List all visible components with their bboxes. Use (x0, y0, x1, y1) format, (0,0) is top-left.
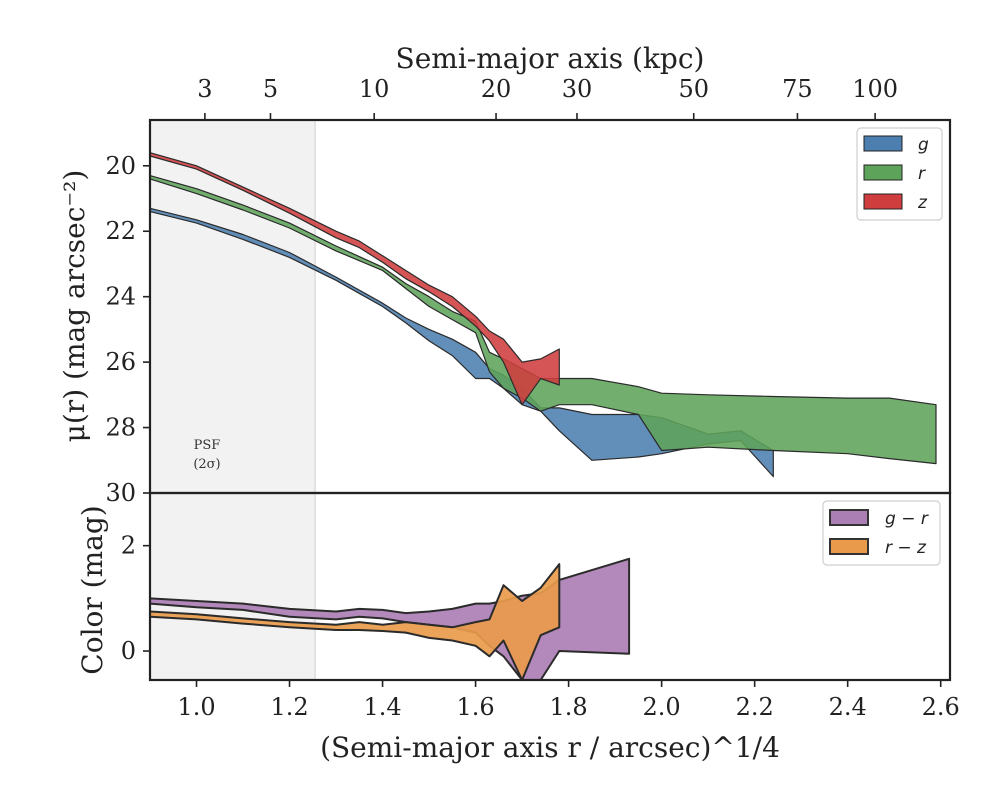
bottom-axis-label: (Semi-major axis r / arcsec)^1/4 (320, 731, 780, 764)
band-z (149, 152, 560, 406)
legend-g-r-label: g − r (885, 509, 929, 529)
top-tick-label: 5 (263, 75, 278, 103)
top-axis-label: Semi-major axis (kpc) (396, 42, 705, 75)
bottom-panel-y-ticks: 02 (121, 532, 150, 665)
top-tick-label: 20 (481, 75, 512, 103)
x-tick-label: 2.6 (922, 693, 960, 721)
psf-region-bottom (150, 493, 316, 680)
y-tick-label: 2 (121, 532, 136, 560)
top-tick-label: 30 (562, 75, 593, 103)
bottom-panel-frame (148, 491, 952, 682)
legend-r-z-label: r − z (885, 538, 927, 558)
legend-z-swatch (863, 193, 903, 210)
top-tick-label: 3 (197, 75, 212, 103)
x-tick-label: 1.8 (550, 693, 588, 721)
y-tick-label: 24 (105, 283, 136, 311)
legend-z-label: z (917, 193, 928, 213)
x-tick-label: 2.4 (829, 693, 867, 721)
legend-top: g r z (856, 127, 943, 221)
color-bands (149, 557, 631, 681)
y-tick-label: 30 (105, 479, 136, 507)
legend-g-r-swatch (829, 509, 869, 526)
x-tick-label: 1.4 (363, 693, 401, 721)
legend-r-swatch (863, 164, 903, 181)
bottom-y-axis-label: Color (mag) (76, 505, 109, 674)
y-tick-label: 26 (105, 348, 136, 376)
top-tick-label: 50 (678, 75, 709, 103)
top-axis-ticks: 3 5 10 20 30 50 75 100 (197, 75, 898, 120)
band-r-z (149, 563, 561, 681)
band-r (149, 175, 937, 465)
psf-label: PSF (194, 438, 221, 453)
top-tick-label: 75 (782, 75, 813, 103)
legend-r-z-swatch (829, 538, 869, 555)
legend-r-label: r (918, 164, 926, 184)
x-tick-label: 1.2 (270, 693, 308, 721)
legend-g-swatch (863, 135, 903, 152)
top-tick-label: 100 (852, 75, 898, 103)
x-tick-label: 2.2 (736, 693, 774, 721)
legend-g-label: g (918, 135, 929, 155)
legend-bottom: g − r r − z (822, 500, 941, 566)
y-tick-label: 28 (105, 414, 136, 442)
top-y-axis-label: μ(r) (mag arcsec⁻²) (58, 170, 91, 443)
psf-sigma-label: (2σ) (193, 457, 220, 472)
y-tick-label: 0 (121, 637, 136, 665)
x-tick-label: 1.0 (177, 693, 215, 721)
psf-region-top (150, 120, 316, 493)
top-tick-label: 10 (359, 75, 390, 103)
top-panel-y-ticks: 20 22 24 26 28 30 (105, 152, 150, 507)
surface-brightness-bands (149, 152, 937, 478)
bottom-axis-ticks: 1.0 1.2 1.4 1.6 1.8 2.0 2.2 2.4 2.6 (177, 680, 960, 721)
y-tick-label: 22 (105, 217, 136, 245)
y-tick-label: 20 (105, 152, 136, 180)
x-tick-label: 1.6 (456, 693, 494, 721)
band-g (149, 207, 774, 478)
x-tick-label: 2.0 (643, 693, 681, 721)
